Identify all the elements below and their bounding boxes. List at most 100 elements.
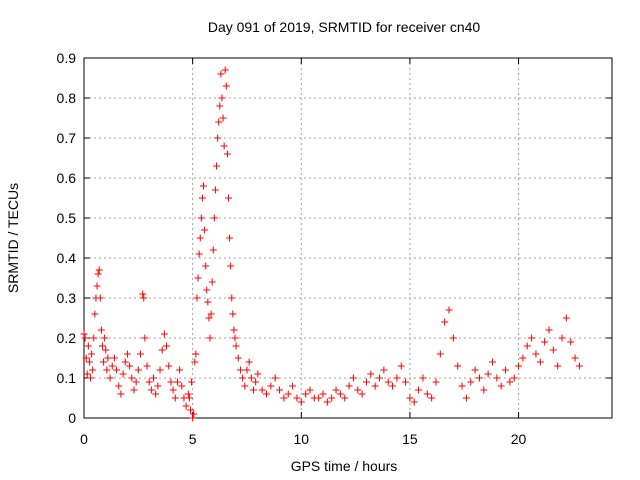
data-point — [231, 334, 239, 342]
data-point — [202, 262, 210, 270]
data-point — [197, 214, 205, 222]
data-point — [523, 342, 531, 350]
data-point — [198, 194, 206, 202]
data-point — [376, 374, 384, 382]
data-point — [245, 358, 253, 366]
data-point — [358, 390, 366, 398]
data-point — [209, 246, 217, 254]
data-point — [115, 382, 123, 390]
data-point — [243, 366, 251, 374]
data-point — [297, 398, 305, 406]
data-point — [110, 354, 118, 362]
data-point — [140, 294, 148, 302]
data-point — [397, 362, 405, 370]
data-point — [160, 330, 168, 338]
data-point — [562, 314, 570, 322]
data-point — [263, 390, 271, 398]
data-point — [150, 374, 158, 382]
data-point — [184, 390, 192, 398]
data-point — [227, 262, 235, 270]
data-point — [208, 278, 216, 286]
data-point — [541, 338, 549, 346]
data-point — [458, 382, 466, 390]
data-point — [188, 378, 196, 386]
x-tick-label: 10 — [293, 431, 309, 447]
data-point — [449, 334, 457, 342]
data-point — [156, 366, 164, 374]
x-axis-label: GPS time / hours — [291, 458, 398, 474]
data-point — [232, 342, 240, 350]
data-point — [123, 350, 131, 358]
data-point — [528, 334, 536, 342]
y-tick-label: 0.2 — [57, 330, 77, 346]
data-point — [121, 358, 129, 366]
data-point — [410, 398, 418, 406]
data-point — [315, 394, 323, 402]
data-point — [84, 342, 92, 350]
data-point — [554, 362, 562, 370]
data-point — [97, 326, 105, 334]
data-point — [214, 134, 222, 142]
data-point — [558, 334, 566, 342]
data-point — [195, 250, 203, 258]
y-tick-label: 0.3 — [57, 290, 77, 306]
x-tick-label: 15 — [402, 431, 418, 447]
data-point — [205, 314, 213, 322]
data-point — [480, 386, 488, 394]
y-tick-label: 0.6 — [57, 170, 77, 186]
data-point — [193, 294, 201, 302]
data-point — [536, 358, 544, 366]
data-point — [510, 374, 518, 382]
data-point — [96, 294, 104, 302]
data-point — [217, 70, 225, 78]
data-point — [475, 374, 483, 382]
x-tick-label: 0 — [80, 431, 88, 447]
data-point — [94, 270, 102, 278]
data-point — [98, 342, 106, 350]
data-point — [91, 310, 99, 318]
data-point — [139, 290, 147, 298]
data-point — [158, 346, 166, 354]
data-point — [145, 378, 153, 386]
data-point — [567, 338, 575, 346]
data-point — [182, 402, 190, 410]
data-point — [95, 266, 103, 274]
data-points — [80, 66, 583, 422]
data-point — [204, 298, 212, 306]
data-point — [130, 386, 138, 394]
y-tick-label: 0.4 — [57, 250, 77, 266]
data-point — [189, 414, 197, 422]
data-point — [136, 350, 144, 358]
data-point — [406, 394, 414, 402]
y-tick-label: 0 — [68, 410, 76, 426]
data-point — [106, 374, 114, 382]
data-point — [532, 350, 540, 358]
data-point — [219, 114, 227, 122]
data-point — [571, 354, 579, 362]
data-point — [445, 306, 453, 314]
data-point — [332, 386, 340, 394]
data-point — [185, 394, 193, 402]
data-point — [380, 366, 388, 374]
data-point — [252, 378, 260, 386]
data-point — [230, 326, 238, 334]
data-point — [154, 382, 162, 390]
data-point — [85, 358, 93, 366]
x-tick-label: 20 — [511, 431, 527, 447]
data-point — [271, 374, 279, 382]
data-point — [132, 378, 140, 386]
data-point — [349, 374, 357, 382]
data-point — [167, 378, 175, 386]
y-axis-label: SRMTID / TECUs — [5, 183, 21, 293]
data-point — [165, 362, 173, 370]
data-point — [203, 286, 211, 294]
data-point — [467, 378, 475, 386]
chart-title: Day 091 of 2019, SRMTID for receiver cn4… — [208, 19, 481, 35]
data-point — [293, 394, 301, 402]
data-point — [393, 374, 401, 382]
data-point — [319, 390, 327, 398]
data-point — [134, 366, 142, 374]
plot-frame — [83, 57, 613, 419]
data-point — [354, 386, 362, 394]
data-point — [192, 350, 200, 358]
